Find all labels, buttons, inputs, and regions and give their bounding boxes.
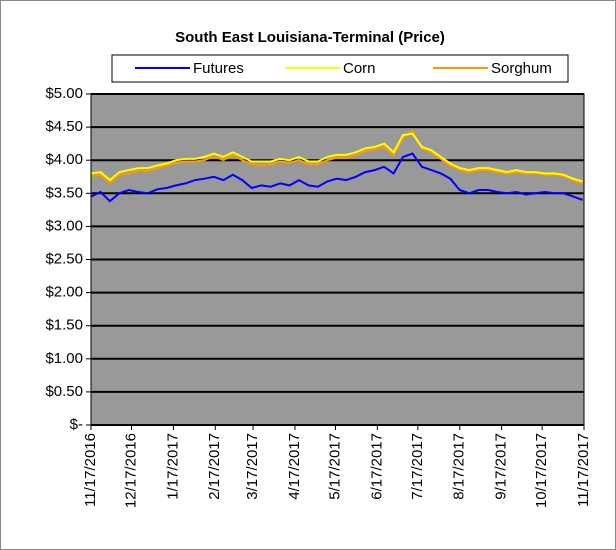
x-tick-label: 11/17/2017 [575, 433, 592, 507]
series-line [90, 129, 583, 185]
x-tick-label: 6/17/2017 [368, 433, 385, 500]
y-tick-label: $2.50 [45, 250, 83, 267]
legend-label: Corn [343, 60, 376, 77]
y-tick-label: $- [70, 416, 83, 433]
x-tick-label: 11/17/2016 [82, 433, 99, 507]
y-tick-label: $1.50 [45, 317, 83, 334]
legend-label: Sorghum [491, 60, 552, 77]
x-tick-label: 4/17/2017 [286, 433, 303, 500]
x-tick-label: 3/17/2017 [244, 433, 261, 500]
x-tick-label: 5/17/2017 [326, 433, 343, 500]
series-line [90, 152, 583, 203]
chart-title: South East Louisiana-Terminal (Price) [175, 29, 445, 46]
x-tick-label: 10/17/2017 [533, 433, 550, 508]
y-tick-label: $1.00 [45, 350, 83, 367]
series-line [90, 132, 583, 183]
legend-label: Futures [193, 60, 244, 77]
y-tick-label: $3.50 [45, 184, 83, 201]
y-tick-label: $0.50 [45, 383, 83, 400]
y-tick-label: $2.00 [45, 284, 83, 301]
y-tick-label: $4.00 [45, 151, 83, 168]
x-tick-label: 2/17/2017 [206, 433, 223, 500]
x-tick-label: 8/17/2017 [451, 433, 468, 500]
x-tick-label: 12/17/2016 [122, 433, 139, 508]
y-tick-label: $4.50 [45, 118, 83, 135]
y-tick-label: $5.00 [45, 85, 83, 102]
x-tick-label: 9/17/2017 [493, 433, 510, 500]
x-tick-label: 7/17/2017 [409, 433, 426, 500]
x-tick-label: 1/17/2017 [164, 433, 181, 500]
y-tick-label: $3.00 [45, 217, 83, 234]
